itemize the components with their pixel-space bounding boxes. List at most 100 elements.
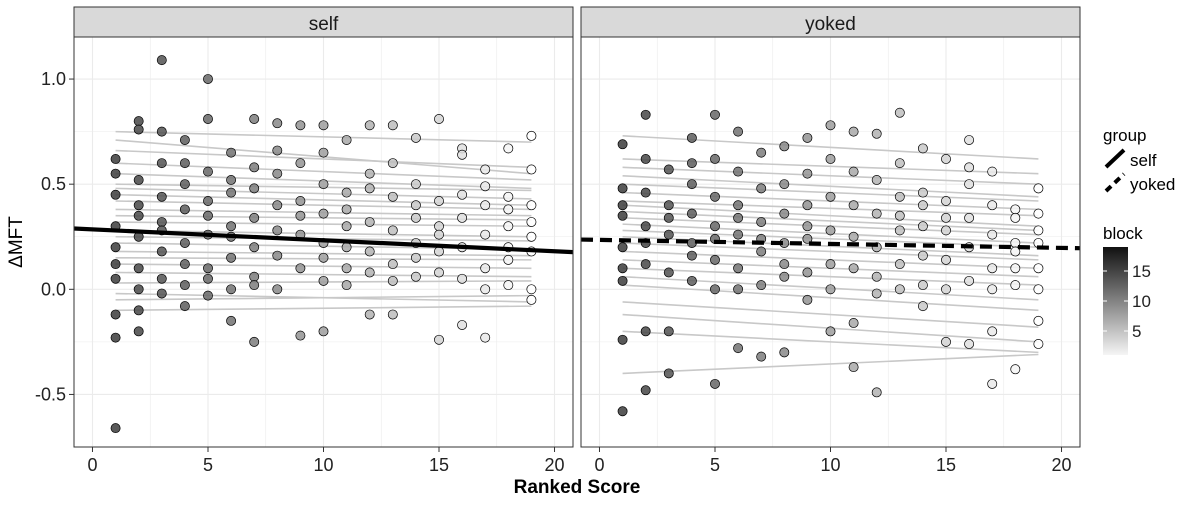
data-point [387, 275, 398, 286]
data-point [156, 246, 167, 257]
legend-block-tick-label: 5 [1132, 322, 1141, 341]
data-point [434, 246, 444, 257]
x-tick-label: 10 [820, 455, 840, 475]
data-point [387, 225, 398, 236]
data-point [663, 326, 674, 337]
data-point [503, 204, 514, 215]
data-point [964, 179, 975, 190]
y-tick-label: 1.0 [41, 69, 66, 89]
data-point [387, 259, 398, 270]
data-point [272, 250, 283, 261]
data-point [802, 168, 813, 179]
data-point [503, 191, 514, 202]
data-point [110, 273, 121, 284]
data-point [295, 263, 306, 274]
panel-strip-label-yoked: yoked [805, 14, 856, 35]
data-point [617, 263, 628, 274]
data-point [825, 191, 836, 202]
data-point [686, 208, 697, 219]
data-point [133, 210, 144, 221]
data-point [871, 387, 882, 398]
data-point [341, 280, 352, 291]
data-point [686, 132, 697, 143]
data-point [686, 158, 697, 169]
data-point [480, 164, 491, 175]
data-point [1033, 225, 1044, 236]
data-point [341, 135, 352, 145]
data-point [503, 280, 514, 291]
data-point [779, 141, 790, 152]
data-point [249, 183, 260, 194]
data-point [987, 326, 998, 337]
data-point [110, 189, 121, 200]
data-point [364, 168, 375, 179]
data-point [318, 147, 329, 158]
individual-line [115, 229, 532, 238]
panel-yoked: yoked [580, 6, 1081, 448]
group-fit-line-yoked [580, 237, 1081, 251]
data-point [710, 109, 720, 120]
data-point [640, 153, 651, 164]
data-point [110, 259, 121, 270]
data-point [364, 183, 375, 194]
data-point [457, 273, 468, 284]
data-point [203, 196, 213, 206]
data-point [480, 200, 491, 211]
data-point [710, 378, 720, 389]
data-point [802, 294, 813, 305]
data-point [179, 158, 190, 169]
data-point [179, 259, 190, 270]
data-point [203, 273, 213, 284]
data-point [1033, 315, 1044, 326]
data-point [894, 284, 905, 295]
data-point [756, 217, 767, 227]
x-tick-label: 0 [87, 455, 97, 475]
data-point [987, 284, 998, 295]
data-point [617, 242, 628, 253]
data-point [480, 229, 491, 240]
data-point [203, 114, 213, 124]
data-point [156, 217, 167, 227]
data-point [133, 263, 144, 274]
individual-line [115, 200, 532, 211]
data-point [410, 252, 421, 263]
data-point [318, 326, 329, 337]
data-point [1033, 263, 1044, 274]
individual-line [115, 294, 532, 301]
panel-strip-label-self: self [309, 14, 339, 35]
data-point [457, 189, 468, 200]
data-point [364, 309, 375, 320]
x-tick-label: 15 [429, 455, 449, 475]
data-point [434, 114, 444, 124]
data-point [295, 120, 306, 131]
data-point [457, 212, 468, 223]
data-point [434, 229, 444, 240]
data-point [894, 158, 905, 169]
x-tick-label: 5 [710, 455, 720, 475]
data-point [1033, 284, 1044, 295]
data-point [802, 200, 813, 211]
data-point [272, 145, 283, 156]
y-tick-label: 0.0 [41, 279, 66, 299]
data-point [387, 158, 398, 169]
data-point [318, 275, 329, 286]
data-point [480, 181, 491, 192]
data-point [133, 116, 144, 127]
data-point [710, 153, 720, 164]
data-point [987, 200, 998, 211]
data-point [710, 284, 720, 295]
data-point [480, 332, 491, 343]
data-point [802, 233, 813, 244]
individual-line [622, 284, 1039, 312]
data-point [341, 221, 352, 232]
data-point [848, 263, 859, 274]
data-point [110, 309, 121, 320]
data-point [295, 330, 306, 341]
data-point [179, 179, 190, 190]
data-point [825, 259, 836, 270]
data-point [964, 212, 975, 223]
data-point [733, 343, 744, 354]
data-point [203, 263, 213, 274]
data-point [871, 271, 882, 282]
data-point [249, 212, 260, 223]
